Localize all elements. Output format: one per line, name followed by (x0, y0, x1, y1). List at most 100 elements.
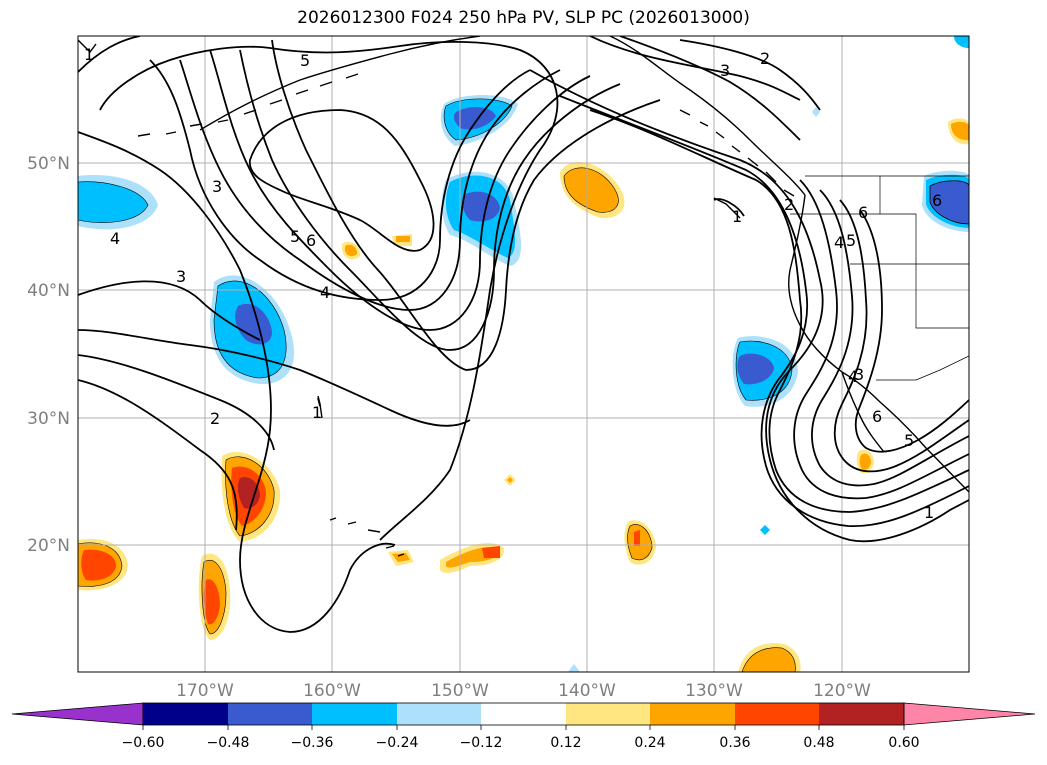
colorbar-tick-label: −0.36 (291, 735, 334, 751)
colorbar-swatch (397, 703, 481, 725)
pv-pos-main-cell-core (237, 477, 260, 509)
lat-label: 40°N (27, 281, 70, 301)
contour-label: 4 (834, 233, 844, 252)
contour-label: 2 (210, 409, 220, 428)
colorbar-tick-label: 0.60 (888, 735, 919, 751)
contour-label: 5 (290, 227, 300, 246)
contour-label: 1 (924, 503, 934, 522)
contour-east-1 (589, 36, 801, 101)
lat-label: 20°N (27, 536, 70, 556)
colorbar-ticks (142, 725, 905, 730)
hawaii-islands (329, 517, 405, 557)
contour-label: 3 (720, 61, 730, 80)
lat-label: 30°N (27, 409, 70, 429)
colorbar-tick-label: 0.48 (803, 735, 834, 751)
baja-california (841, 371, 885, 453)
aleutian-arc (137, 73, 359, 137)
contour-east-small (713, 198, 745, 217)
contour-inner-high (249, 109, 435, 252)
gulf-alaska-coast (609, 36, 806, 196)
contour-label: 6 (932, 191, 942, 210)
colorbar-extend-max (903, 702, 1036, 726)
colorbar-tick-label: 0.24 (634, 735, 665, 751)
colorbar-swatch (481, 703, 566, 725)
contour-label: 5 (846, 231, 856, 250)
contour-west-b (78, 131, 396, 633)
colorbar-tick-label: 0.36 (719, 735, 750, 751)
contour-label: 6 (858, 203, 868, 222)
alaska-coastline (199, 36, 481, 131)
pv-pos-bottom-cell-mid (741, 647, 796, 672)
pv-neg-north-cell-core (453, 107, 496, 130)
colorbar-swatch (312, 703, 397, 725)
colorbar-tick-label: −0.24 (376, 735, 419, 751)
contour-label: 1 (84, 45, 94, 64)
contour-ridge-3 (209, 49, 591, 331)
contour-label: 1 (312, 403, 322, 422)
pv-neg-trough-cell-core (462, 191, 500, 222)
contour-label: 1 (732, 207, 742, 226)
colorbar-tick-label: 0.12 (550, 735, 581, 751)
pv-neg-central-low-core (235, 303, 272, 345)
slp-contours (78, 36, 969, 633)
pv-pos-tiny-cell-a-mid (345, 244, 358, 257)
longitude-labels: 170°W 160°W 150°W 140°W 130°W 120°W (176, 681, 871, 701)
pv-negative-anomalies (78, 36, 969, 672)
state-border-3 (915, 264, 969, 329)
state-border-2 (790, 213, 969, 265)
colorbar-tick-label: −0.48 (207, 735, 250, 751)
contour-trough-3 (589, 109, 969, 513)
pv-pos-small-island-cell-mid (392, 553, 410, 562)
colorbar-swatch (819, 703, 904, 725)
lon-label: 140°W (558, 681, 616, 701)
pv-neg-dot-c (568, 664, 580, 672)
lon-label: 130°W (685, 681, 743, 701)
contour-east-2 (679, 39, 821, 111)
pv-pos-west-cell-core (81, 549, 116, 581)
colorbar: −0.60 −0.48 −0.36 −0.24 −0.12 0.12 0.24 … (11, 702, 1036, 751)
contour-label: 5 (300, 51, 310, 70)
contour-trough-5 (811, 189, 969, 487)
colorbar-frame (142, 702, 905, 726)
colorbar-tick-label: −0.60 (122, 735, 165, 751)
islet-1 (713, 197, 741, 219)
contour-1-center (317, 397, 321, 407)
map-title: 2026012300 F024 250 hPa PV, SLP PC (2026… (297, 8, 750, 28)
gridlines (78, 36, 969, 672)
contour-trough-6 (833, 199, 969, 473)
contour-labels: 1 2 3 4 5 6 5 6 4 3 2 1 3 2 4 5 6 1 6 4 … (84, 45, 942, 522)
contour-label: 4 (848, 367, 858, 386)
contour-label: 3 (212, 177, 222, 196)
contour-west-d (78, 280, 261, 341)
contour-1-north (78, 36, 141, 73)
contour-ridge-1 (149, 59, 531, 301)
lon-label: 120°W (813, 681, 871, 701)
colorbar-swatch (143, 703, 228, 725)
contour-east-3 (619, 36, 801, 141)
contour-west-f (78, 354, 275, 451)
colorbar-swatch (650, 703, 735, 725)
contour-label: 6 (306, 231, 316, 250)
us-mexico-border (876, 355, 969, 381)
lon-label: 150°W (431, 681, 489, 701)
contour-trough-7 (854, 209, 969, 453)
pv-neg-far-east-cell-core (929, 180, 969, 225)
contour-label: 5 (904, 431, 914, 450)
lon-label: 170°W (176, 681, 234, 701)
lat-label: 50°N (27, 154, 70, 174)
borders (790, 175, 969, 381)
contour-west-e (78, 379, 238, 531)
us-west-coast (788, 194, 969, 493)
colorbar-tick-label: −0.12 (460, 735, 503, 751)
contour-trough-4 (793, 179, 969, 500)
contour-ridge-5 (271, 39, 661, 371)
colorbar-swatch (228, 703, 312, 725)
colorbar-swatch (735, 703, 819, 725)
pv-neg-dot-a (760, 525, 770, 535)
lon-label: 160°W (303, 681, 361, 701)
kamchatka-tip (78, 39, 97, 54)
pv-pos-tiny-cell-c-mid (507, 477, 513, 483)
pv-pos-tiny-cell-b-mid (396, 236, 410, 242)
colorbar-extend-min (11, 702, 144, 726)
